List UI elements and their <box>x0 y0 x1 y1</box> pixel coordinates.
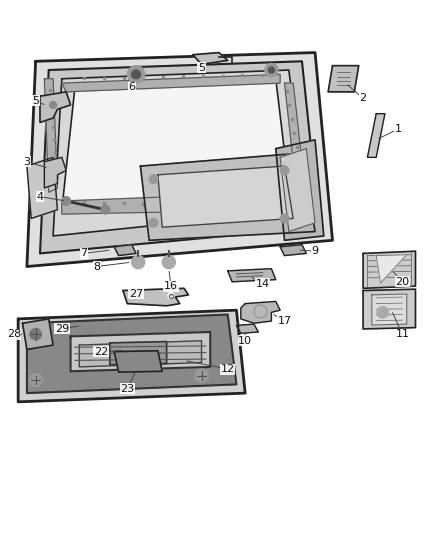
Text: 3: 3 <box>23 157 30 167</box>
Circle shape <box>268 67 275 73</box>
Polygon shape <box>280 149 315 231</box>
Polygon shape <box>62 75 280 92</box>
Circle shape <box>149 219 158 227</box>
Polygon shape <box>114 245 136 256</box>
Circle shape <box>127 66 145 83</box>
Text: 10: 10 <box>238 336 252 346</box>
Polygon shape <box>237 324 258 333</box>
Polygon shape <box>114 351 162 372</box>
Polygon shape <box>40 92 71 123</box>
Polygon shape <box>22 319 53 350</box>
Text: 12: 12 <box>221 364 235 374</box>
Polygon shape <box>363 251 416 288</box>
Polygon shape <box>44 79 57 192</box>
Text: 28: 28 <box>7 329 21 339</box>
Text: 29: 29 <box>55 324 69 334</box>
Circle shape <box>49 101 57 108</box>
Polygon shape <box>62 192 285 214</box>
Polygon shape <box>158 166 293 227</box>
Circle shape <box>132 256 145 269</box>
Text: 14: 14 <box>256 279 270 289</box>
Polygon shape <box>280 245 306 256</box>
Circle shape <box>149 175 158 183</box>
Polygon shape <box>53 70 306 236</box>
Text: 5: 5 <box>32 95 39 106</box>
Polygon shape <box>44 157 66 188</box>
Text: 9: 9 <box>311 246 318 256</box>
Polygon shape <box>40 61 319 253</box>
Polygon shape <box>27 157 57 219</box>
Text: 8: 8 <box>93 262 100 271</box>
Text: 11: 11 <box>396 329 410 339</box>
Polygon shape <box>285 83 306 201</box>
Text: 17: 17 <box>277 316 292 326</box>
Text: 1: 1 <box>395 124 402 134</box>
Polygon shape <box>328 66 359 92</box>
Polygon shape <box>241 302 280 323</box>
Text: 2: 2 <box>360 93 367 103</box>
Text: 6: 6 <box>128 83 135 93</box>
Polygon shape <box>62 79 289 210</box>
Circle shape <box>162 256 175 269</box>
Circle shape <box>377 306 389 318</box>
Circle shape <box>101 205 110 214</box>
Polygon shape <box>376 255 407 283</box>
Text: 4: 4 <box>36 192 43 201</box>
Polygon shape <box>193 53 228 64</box>
Polygon shape <box>123 288 188 306</box>
Text: 5: 5 <box>198 63 205 73</box>
Polygon shape <box>228 269 276 282</box>
Text: 20: 20 <box>396 277 410 287</box>
Circle shape <box>280 166 289 175</box>
Polygon shape <box>71 332 210 372</box>
Circle shape <box>29 374 42 386</box>
Polygon shape <box>372 294 407 325</box>
Circle shape <box>168 293 174 299</box>
Text: 16: 16 <box>164 281 178 291</box>
Text: 23: 23 <box>120 384 134 394</box>
Text: 22: 22 <box>94 346 108 357</box>
Polygon shape <box>367 114 385 157</box>
Polygon shape <box>18 310 245 402</box>
Circle shape <box>280 214 289 223</box>
Polygon shape <box>79 341 201 367</box>
Text: 7: 7 <box>80 248 87 259</box>
Circle shape <box>132 70 141 79</box>
Text: 27: 27 <box>129 288 143 298</box>
Circle shape <box>265 63 278 77</box>
Polygon shape <box>27 53 332 266</box>
Polygon shape <box>141 153 315 240</box>
Polygon shape <box>110 342 166 365</box>
Circle shape <box>30 328 41 340</box>
Polygon shape <box>276 140 324 240</box>
Circle shape <box>62 197 71 205</box>
Circle shape <box>195 369 208 382</box>
Polygon shape <box>363 289 416 329</box>
Polygon shape <box>27 314 237 393</box>
